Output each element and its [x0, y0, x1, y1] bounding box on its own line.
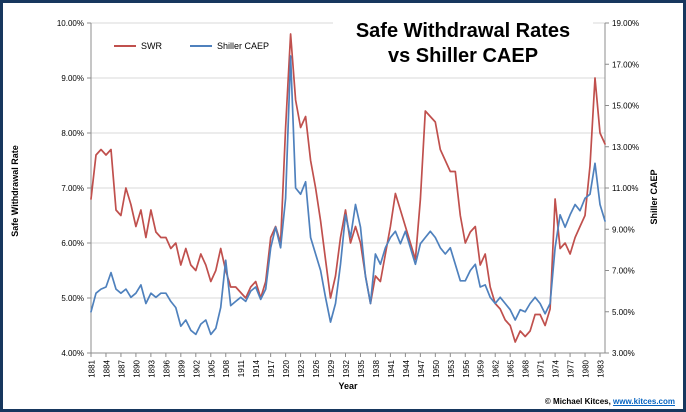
svg-text:3.00%: 3.00% — [612, 349, 635, 358]
legend-label-swr: SWR — [141, 41, 162, 51]
svg-text:10.00%: 10.00% — [57, 19, 84, 28]
svg-text:1920: 1920 — [282, 359, 291, 377]
svg-text:19.00%: 19.00% — [612, 19, 639, 28]
svg-text:1947: 1947 — [417, 359, 426, 377]
svg-text:1908: 1908 — [222, 359, 231, 377]
svg-text:5.00%: 5.00% — [612, 308, 635, 317]
svg-text:1887: 1887 — [117, 359, 126, 377]
svg-text:1896: 1896 — [162, 359, 171, 377]
svg-text:1941: 1941 — [387, 359, 396, 377]
svg-text:1905: 1905 — [207, 359, 216, 377]
svg-text:5.00%: 5.00% — [61, 294, 84, 303]
svg-text:1980: 1980 — [582, 359, 591, 377]
attribution: © Michael Kitces, www.kitces.com — [545, 397, 675, 406]
svg-text:7.00%: 7.00% — [612, 267, 635, 276]
svg-text:17.00%: 17.00% — [612, 60, 639, 69]
chart-title-line2: vs Shiller CAEP — [387, 45, 539, 67]
svg-text:7.00%: 7.00% — [61, 184, 84, 193]
legend-item-swr: SWR — [114, 41, 162, 51]
legend-item-shiller-caep: Shiller CAEP — [190, 41, 269, 51]
svg-text:1959: 1959 — [477, 359, 486, 377]
svg-text:1983: 1983 — [597, 359, 606, 377]
svg-text:1914: 1914 — [252, 359, 261, 377]
svg-text:1926: 1926 — [312, 359, 321, 377]
shiller-caep-line-swatch — [190, 45, 212, 47]
svg-text:1884: 1884 — [102, 359, 111, 377]
x-axis-title: Year — [338, 381, 358, 391]
svg-text:11.00%: 11.00% — [612, 184, 639, 193]
left-axis-title: Safe Withdrawal Rate — [10, 145, 20, 237]
chart-title: Safe Withdrawal Rates vs Shiller CAEP — [333, 19, 593, 69]
plot-area: 4.00% 5.00% 6.00% 7.00% 8.00% 9.00% 10.00% 3.00… — [57, 19, 639, 378]
legend: SWR Shiller CAEP — [108, 39, 276, 53]
svg-text:1965: 1965 — [507, 359, 516, 377]
svg-text:1899: 1899 — [177, 359, 186, 377]
svg-text:1917: 1917 — [267, 359, 276, 377]
svg-text:1935: 1935 — [357, 359, 366, 377]
svg-text:1977: 1977 — [567, 359, 576, 377]
svg-text:1881: 1881 — [88, 359, 97, 377]
svg-text:15.00%: 15.00% — [612, 102, 639, 111]
svg-text:1938: 1938 — [372, 359, 381, 377]
svg-text:9.00%: 9.00% — [612, 225, 635, 234]
svg-text:1953: 1953 — [447, 359, 456, 377]
legend-label-shiller-caep: Shiller CAEP — [217, 41, 270, 51]
svg-text:1932: 1932 — [342, 359, 351, 377]
svg-text:1923: 1923 — [297, 359, 306, 377]
svg-text:13.00%: 13.00% — [612, 143, 639, 152]
svg-text:6.00%: 6.00% — [61, 239, 84, 248]
svg-text:1950: 1950 — [432, 359, 441, 377]
svg-text:1902: 1902 — [192, 359, 201, 377]
svg-text:1962: 1962 — [492, 359, 501, 377]
svg-text:1893: 1893 — [147, 359, 156, 377]
swr-line-swatch — [114, 45, 136, 47]
copyright-text: © Michael Kitces, — [544, 397, 614, 406]
svg-text:9.00%: 9.00% — [61, 74, 84, 83]
svg-text:4.00%: 4.00% — [61, 349, 84, 358]
svg-text:1968: 1968 — [522, 359, 531, 377]
svg-text:8.00%: 8.00% — [61, 129, 84, 138]
svg-text:1956: 1956 — [462, 359, 471, 377]
svg-text:1971: 1971 — [537, 359, 546, 377]
kitces-link[interactable]: www.kitces.com — [613, 397, 675, 406]
svg-text:1890: 1890 — [132, 359, 141, 377]
svg-text:1911: 1911 — [237, 359, 246, 377]
svg-text:1944: 1944 — [402, 359, 411, 377]
chart-title-line1: Safe Withdrawal Rates — [355, 20, 571, 42]
svg-text:1929: 1929 — [327, 359, 336, 377]
right-axis-title: Shiller CAEP — [649, 169, 659, 225]
svg-text:1974: 1974 — [552, 359, 561, 377]
